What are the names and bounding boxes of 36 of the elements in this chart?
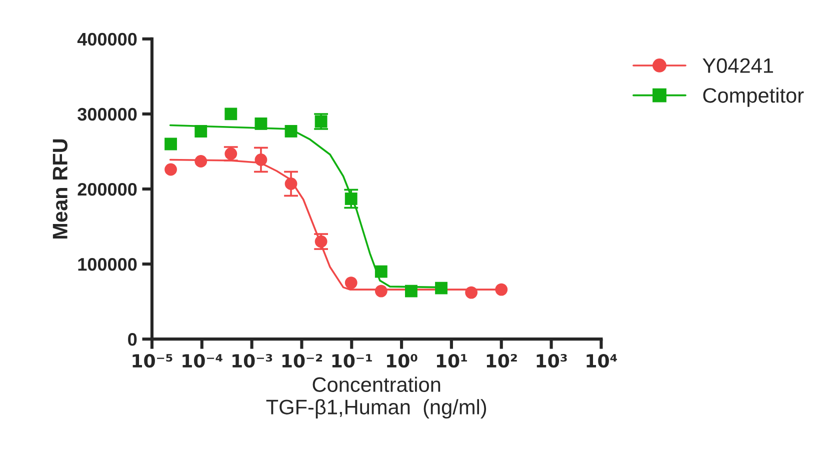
y-tick-label: 300000 <box>78 108 137 121</box>
point <box>344 276 358 290</box>
x-axis-title: Concentration TGF-β1,Human (ng/ml) <box>266 376 486 419</box>
y-tick-label: 0 <box>128 333 137 346</box>
point <box>194 155 208 168</box>
point <box>164 138 177 150</box>
point <box>435 282 448 294</box>
x-tick-label: 10² <box>486 354 517 368</box>
point <box>254 118 268 130</box>
point <box>164 163 177 176</box>
point <box>194 125 208 138</box>
x-tick-label: 10⁻⁴ <box>182 354 222 368</box>
legend-label: Y04241 <box>702 58 773 73</box>
point <box>465 286 478 299</box>
x-tick-label: 10⁻³ <box>232 354 272 368</box>
x-tick-label: 10⁻¹ <box>332 354 372 368</box>
point <box>374 284 388 298</box>
y-tick-label: 200000 <box>78 182 137 196</box>
x-tick-label: 10¹ <box>436 354 467 368</box>
point <box>344 192 358 205</box>
x-tick-label: 10⁰ <box>387 354 418 368</box>
point <box>254 154 268 166</box>
point <box>405 284 418 298</box>
x-tick-label: 10³ <box>536 354 567 368</box>
point <box>284 178 298 190</box>
point <box>374 265 388 278</box>
point <box>284 125 298 138</box>
point <box>495 283 508 296</box>
x-tick-label: 10⁻² <box>282 354 322 368</box>
point <box>224 108 238 120</box>
legend-label: Competitor <box>703 88 804 107</box>
x-tick-label: 10⁴ <box>586 354 617 368</box>
y-tick-label: 100000 <box>78 258 137 271</box>
y-axis-title: Mean RFU <box>52 139 68 239</box>
y-tick-label: 400000 <box>77 32 137 46</box>
x-tick-label: 10⁻⁵ <box>132 354 172 368</box>
